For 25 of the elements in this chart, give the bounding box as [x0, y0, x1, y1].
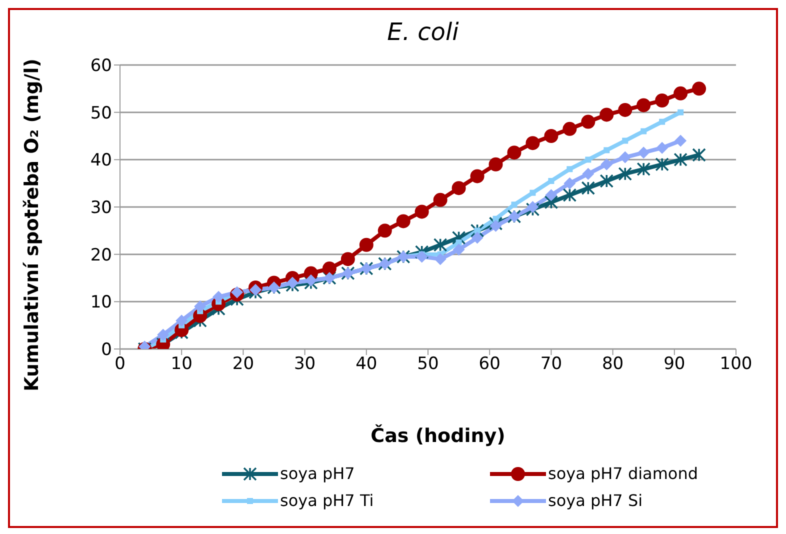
x-tick-label: 70	[540, 354, 562, 374]
x-tick-label: 90	[664, 354, 686, 374]
legend-label: soya pH7	[280, 464, 355, 483]
chart-title: E. coli	[386, 18, 460, 46]
x-tick-label: 20	[232, 354, 254, 374]
y-tick-label: 60	[90, 56, 112, 76]
y-tick-label: 10	[90, 292, 112, 313]
y-tick-label: 40	[90, 150, 112, 171]
legend-label: soya pH7 diamond	[548, 464, 698, 483]
x-tick-label: 0	[114, 354, 126, 374]
y-tick-label: 30	[90, 198, 112, 218]
y-tick-label: 20	[90, 245, 112, 266]
x-tick-label: 100	[720, 354, 752, 374]
x-tick-label: 40	[356, 354, 378, 374]
x-tick-label: 50	[417, 354, 439, 374]
y-axis-title: Kumulativní spotřeba O₂ (mg/l)	[21, 58, 43, 392]
legend-label: soya pH7 Ti	[280, 491, 374, 510]
x-axis-title: Čas (hodiny)	[370, 425, 506, 447]
legend-label: soya pH7 Si	[548, 491, 643, 510]
y-tick-label: 50	[90, 103, 112, 124]
x-tick-label: 10	[170, 354, 192, 374]
x-tick-label: 60	[478, 354, 500, 374]
x-tick-label: 30	[294, 354, 316, 374]
x-tick-label: 80	[602, 354, 624, 374]
y-tick-label: 0	[101, 340, 112, 360]
